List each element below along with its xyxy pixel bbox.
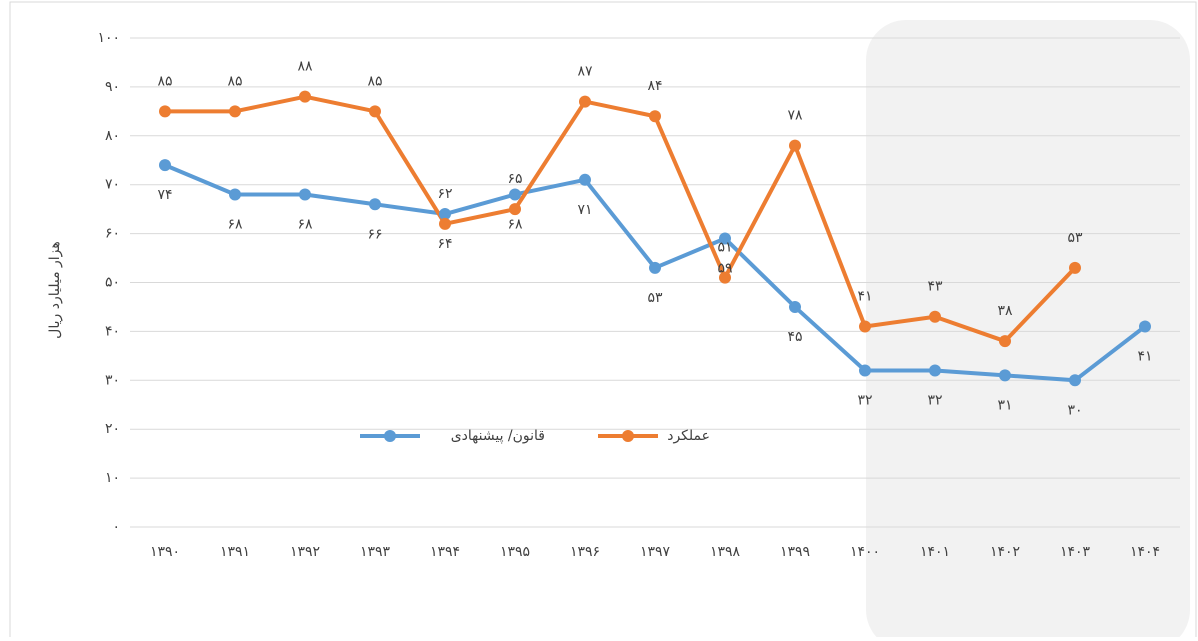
point: [999, 335, 1011, 348]
legend-label: قانون/ پیشنهادی: [451, 428, 545, 444]
point: [929, 364, 941, 377]
data-label: ۸۵: [367, 73, 382, 89]
point: [999, 369, 1011, 382]
point: [719, 232, 731, 245]
x-tick-label: ۱۳۹۰: [150, 544, 180, 560]
y-tick-label: ۳۰: [105, 372, 120, 388]
x-tick-label: ۱۳۹۶: [570, 544, 600, 560]
point: [649, 110, 661, 123]
y-tick-label: ۰: [112, 519, 120, 535]
x-tick-label: ۱۳۹۷: [640, 544, 671, 560]
x-tick-label: ۱۴۰۲: [990, 544, 1020, 560]
point: [859, 364, 871, 377]
data-label: ۷۸: [787, 108, 803, 124]
y-tick-label: ۵۰: [105, 275, 120, 291]
legend-label: عملکرد: [667, 428, 710, 444]
point: [649, 261, 661, 274]
data-label: ۷۱: [577, 202, 592, 218]
point: [229, 105, 241, 118]
y-tick-label: ۱۰۰: [97, 30, 120, 46]
data-label: ۶۴: [437, 236, 452, 252]
data-label: ۷۴: [157, 187, 172, 203]
data-label: ۵۳: [1067, 230, 1083, 246]
x-tick-label: ۱۳۹۴: [430, 544, 460, 560]
x-tick-label: ۱۴۰۴: [1130, 544, 1160, 560]
x-tick-label: ۱۳۹۸: [710, 544, 741, 560]
data-label: ۴۳: [927, 279, 943, 295]
x-tick-label: ۱۳۹۳: [360, 544, 391, 560]
y-tick-label: ۱۰: [105, 470, 120, 486]
point: [579, 173, 591, 186]
y-tick-label: ۶۰: [105, 226, 120, 242]
x-tick-label: ۱۴۰۰: [850, 544, 880, 560]
point: [1139, 320, 1151, 333]
point: [299, 188, 311, 201]
data-label: ۴۱: [857, 289, 872, 305]
point: [159, 159, 171, 172]
y-axis-label: هزار میلیارد ریال: [47, 241, 63, 339]
y-tick-label: ۲۰: [105, 421, 120, 437]
point: [509, 188, 521, 201]
data-label: ۳۲: [927, 393, 942, 409]
data-label: ۸۵: [157, 73, 172, 89]
data-label: ۴۵: [787, 329, 802, 345]
point: [719, 271, 731, 284]
data-label: ۸۵: [227, 73, 242, 89]
data-label: ۸۴: [647, 78, 662, 94]
point: [509, 203, 521, 216]
point: [439, 217, 451, 230]
data-label: ۶۸: [507, 216, 523, 232]
legend-marker: [622, 430, 634, 442]
data-label: ۵۳: [647, 290, 663, 306]
x-tick-label: ۱۳۹۵: [500, 544, 530, 560]
y-tick-label: ۹۰: [105, 79, 120, 95]
point: [579, 95, 591, 108]
point: [229, 188, 241, 201]
data-label: ۳۸: [997, 303, 1013, 319]
data-label: ۶۶: [367, 226, 382, 242]
data-label: ۶۵: [507, 171, 522, 187]
point: [929, 310, 941, 323]
data-label: ۶۸: [227, 216, 243, 232]
data-label: ۸۷: [577, 64, 593, 80]
point: [369, 105, 381, 118]
x-tick-label: ۱۳۹۱: [220, 544, 250, 560]
point: [439, 208, 451, 221]
data-label: ۶۸: [297, 216, 313, 232]
data-label: ۳۲: [857, 393, 872, 409]
point: [789, 300, 801, 313]
x-tick-label: ۱۴۰۱: [920, 544, 950, 560]
data-label: ۳۱: [997, 397, 1012, 413]
point: [369, 198, 381, 211]
y-tick-label: ۷۰: [105, 177, 120, 193]
data-label: ۳۰: [1067, 402, 1082, 418]
point: [1069, 374, 1081, 387]
point: [859, 320, 871, 333]
x-tick-label: ۱۴۰۳: [1060, 544, 1091, 560]
series-line: [165, 94, 1077, 344]
data-label: ۴۱: [1137, 349, 1152, 365]
y-tick-label: ۴۰: [105, 323, 120, 339]
data-label: ۶۲: [437, 186, 452, 202]
point: [789, 139, 801, 152]
data-label: ۵۹: [717, 260, 732, 276]
point: [299, 90, 311, 103]
legend-marker: [384, 430, 396, 442]
data-label: ۵۱: [717, 240, 732, 256]
x-tick-label: ۱۳۹۹: [780, 544, 810, 560]
x-tick-label: ۱۳۹۲: [290, 544, 320, 560]
y-tick-label: ۸۰: [105, 128, 120, 144]
shaded-region: [866, 20, 1190, 641]
data-label: ۸۸: [297, 59, 313, 75]
point: [1069, 261, 1081, 274]
point: [159, 105, 171, 118]
